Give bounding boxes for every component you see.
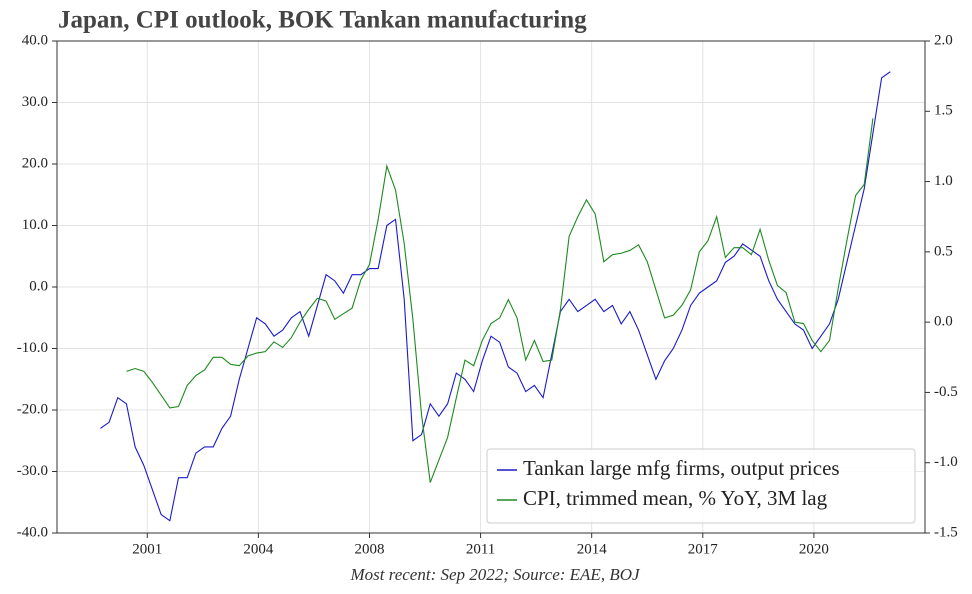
y2-tick-label: 0.5 — [934, 243, 953, 259]
footnote: Most recent: Sep 2022; Source: EAE, BOJ — [349, 565, 641, 584]
y2-tick-label: 0.0 — [934, 314, 953, 330]
y-tick-label: -40.0 — [17, 524, 48, 540]
y-tick-label: -20.0 — [17, 401, 48, 417]
legend-box — [486, 448, 916, 524]
y-tick-label: -10.0 — [17, 340, 48, 356]
x-tick-label: 2020 — [799, 541, 829, 557]
y-tick-label: 40.0 — [22, 32, 48, 48]
x-tick-label: 2014 — [577, 541, 608, 557]
y-tick-label: 20.0 — [22, 155, 48, 171]
y2-tick-label: -1.0 — [934, 454, 958, 470]
y2-tick-label: -1.5 — [934, 524, 958, 540]
legend-label: CPI, trimmed mean, % YoY, 3M lag — [523, 486, 828, 510]
y-tick-label: 0.0 — [29, 278, 48, 294]
x-tick-label: 2008 — [354, 541, 384, 557]
series-line — [126, 118, 874, 483]
chart-title: Japan, CPI outlook, BOK Tankan manufactu… — [58, 7, 587, 34]
x-tick-label: 2001 — [132, 541, 162, 557]
series-line — [100, 71, 891, 522]
legend: Tankan large mfg firms, output prices CPI… — [486, 448, 916, 524]
y2-tick-label: 1.5 — [934, 103, 953, 119]
x-tick-label: 2017 — [688, 541, 719, 557]
y-tick-label: 30.0 — [22, 94, 48, 110]
y2-tick-label: 1.0 — [934, 173, 953, 189]
x-tick-label: 2004 — [243, 541, 274, 557]
x-tick-label: 2011 — [466, 541, 495, 557]
y-tick-label: 10.0 — [22, 217, 48, 233]
y2-tick-label: -0.5 — [934, 384, 958, 400]
y2-tick-label: 2.0 — [934, 32, 953, 48]
legend-label: Tankan large mfg firms, output prices — [523, 456, 840, 480]
y-tick-label: -30.0 — [17, 463, 48, 479]
